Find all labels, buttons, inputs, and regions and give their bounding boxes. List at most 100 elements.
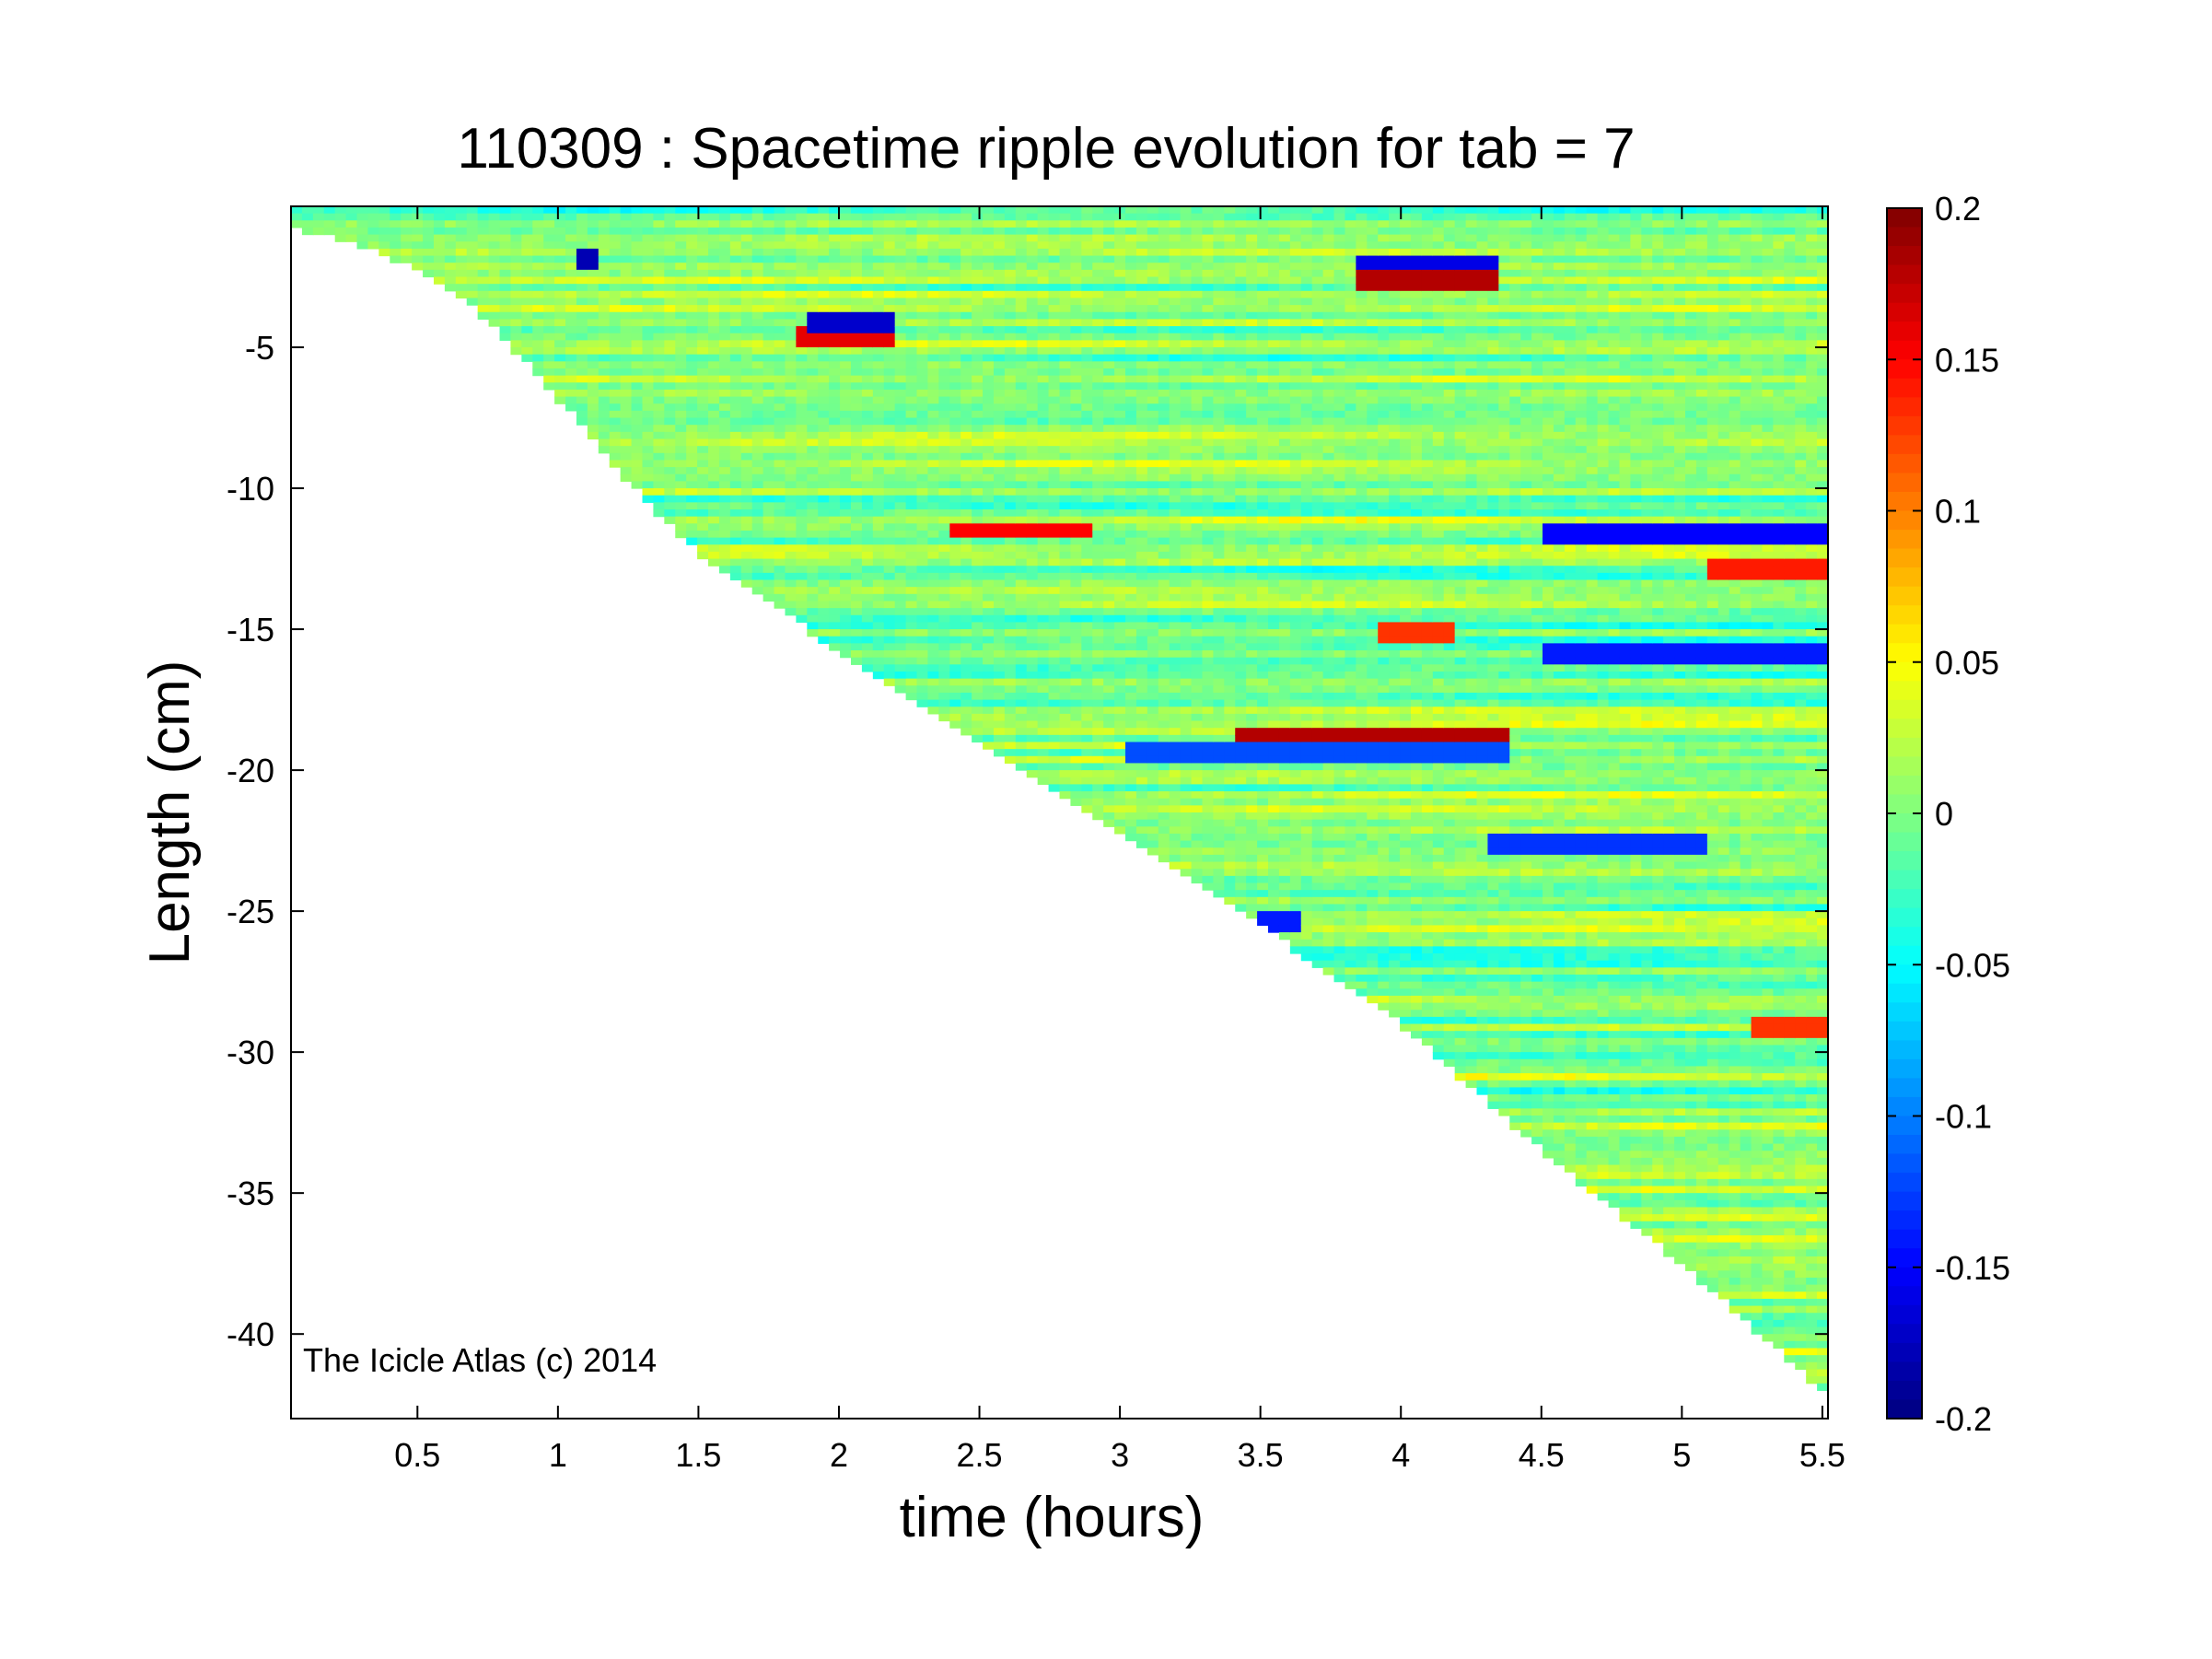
heatmap-cell — [1202, 664, 1214, 672]
heatmap-cell — [1059, 431, 1072, 440]
heatmap-cell — [1015, 608, 1028, 616]
heatmap-cell — [554, 298, 566, 306]
heatmap-cell — [850, 657, 863, 665]
heatmap-cell — [927, 460, 939, 468]
heatmap-cell — [840, 481, 852, 489]
heatmap-cell — [1004, 742, 1017, 750]
heatmap-cell — [829, 608, 841, 616]
heatmap-cell — [1158, 629, 1170, 637]
heatmap-cell — [1059, 311, 1072, 321]
heatmap-cell — [631, 361, 644, 369]
heatmap-cell — [1169, 755, 1182, 765]
heatmap-cell — [829, 622, 841, 630]
heatmap-cell — [927, 431, 939, 440]
heatmap-cell — [1191, 579, 1204, 588]
heatmap-cell — [1125, 460, 1137, 468]
heatmap-cell — [905, 234, 918, 242]
heatmap-cell — [708, 248, 720, 257]
heatmap-cell — [972, 298, 984, 306]
heatmap-cell — [1015, 692, 1028, 701]
heatmap-cell — [401, 206, 413, 215]
heatmap-cell — [751, 220, 764, 228]
heatmap-cell — [763, 516, 775, 524]
heatmap-cell — [532, 255, 544, 263]
heatmap-cell — [598, 333, 611, 341]
heatmap-cell — [807, 234, 819, 242]
heatmap-cell — [1158, 840, 1170, 848]
heatmap-cell — [1246, 692, 1258, 701]
heatmap-cell — [905, 263, 918, 271]
heatmap-cell — [807, 495, 819, 503]
heatmap-cell — [1114, 276, 1126, 285]
heatmap-cell — [829, 284, 841, 292]
heatmap-cell — [543, 220, 555, 228]
heatmap-cell — [543, 255, 555, 263]
heatmap-cell — [850, 227, 863, 236]
heatmap-cell — [1246, 347, 1258, 356]
heatmap-cell — [510, 311, 522, 321]
heatmap-cell — [796, 551, 808, 560]
heatmap-cell — [1114, 354, 1126, 362]
heatmap-cell — [1059, 566, 1072, 574]
heatmap-cell — [1114, 791, 1126, 800]
heatmap-cell — [1004, 537, 1017, 545]
heatmap-cell — [675, 516, 687, 524]
heatmap-cell — [916, 241, 929, 250]
heatmap-cell — [334, 227, 347, 236]
heatmap-cell — [840, 601, 852, 609]
heatmap-cell — [818, 495, 830, 503]
heatmap-cell — [938, 284, 950, 292]
heatmap-cell — [477, 305, 490, 313]
heatmap-cell — [818, 572, 830, 581]
heatmap-cell — [774, 523, 786, 532]
heatmap-cell — [1070, 354, 1082, 362]
heatmap-cell — [686, 495, 698, 503]
heatmap-cell — [664, 284, 676, 292]
heatmap-cell — [598, 361, 611, 369]
heatmap-cell — [1015, 276, 1028, 285]
heatmap-cell — [1004, 452, 1017, 461]
heatmap-cell — [818, 629, 830, 637]
heatmap-cell — [1169, 770, 1182, 778]
heatmap-cell — [927, 481, 939, 489]
heatmap-cell — [949, 720, 961, 729]
heatmap-cell — [1268, 791, 1280, 800]
heatmap-cell — [1048, 650, 1061, 659]
heatmap-cell — [1268, 601, 1280, 609]
heatmap-cell — [1048, 495, 1061, 503]
heatmap-cell — [1158, 671, 1170, 680]
heatmap-cell — [1213, 284, 1225, 292]
heatmap-cell — [1224, 446, 1236, 454]
heatmap-cell — [949, 516, 961, 524]
heatmap-cell — [718, 206, 731, 215]
heatmap-cell — [1213, 593, 1225, 602]
heatmap-cell — [894, 425, 907, 433]
heatmap-cell — [1004, 241, 1017, 250]
heatmap-cell — [1257, 263, 1269, 271]
heatmap-cell — [1246, 396, 1258, 404]
heatmap-cell — [1202, 707, 1214, 715]
heatmap-cell — [883, 523, 896, 532]
heatmap-cell — [861, 664, 874, 672]
heatmap-cell — [993, 396, 1006, 404]
heatmap-cell — [949, 305, 961, 313]
heatmap-cell — [905, 509, 918, 518]
heatmap-cell — [916, 488, 929, 497]
heatmap-cell — [729, 516, 742, 524]
heatmap-cell — [1037, 467, 1050, 475]
heatmap-cell — [1125, 763, 1137, 771]
heatmap-cell — [872, 368, 885, 377]
heatmap-cell — [938, 255, 950, 263]
heatmap-cell — [751, 284, 764, 292]
heatmap-cell — [1213, 206, 1225, 215]
heatmap-cell — [785, 347, 797, 356]
heatmap-cell — [664, 248, 676, 257]
heatmap-cell — [840, 354, 852, 362]
heatmap-cell — [1224, 375, 1236, 383]
heatmap-cell — [423, 269, 435, 278]
heatmap-cell — [1147, 608, 1159, 616]
heatmap-cell — [818, 417, 830, 426]
heatmap-cell — [718, 368, 731, 377]
heatmap-cell — [1081, 763, 1093, 771]
heatmap-cell — [1015, 284, 1028, 292]
